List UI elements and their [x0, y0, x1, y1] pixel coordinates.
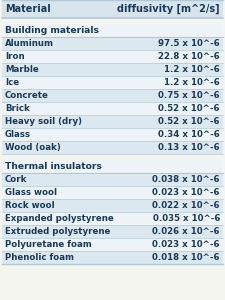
Bar [2, 199, 223, 212]
Text: Concrete: Concrete [5, 91, 49, 100]
Text: Cork: Cork [5, 175, 27, 184]
Bar [2, 212, 223, 225]
Text: Thermal insulators: Thermal insulators [5, 162, 102, 171]
Bar [2, 18, 223, 24]
Text: 0.022 x 10^-6: 0.022 x 10^-6 [153, 201, 220, 210]
Text: Building materials: Building materials [5, 26, 99, 35]
Text: 1.2 x 10^-6: 1.2 x 10^-6 [158, 78, 220, 87]
Text: 0.34 x 10^-6: 0.34 x 10^-6 [158, 130, 220, 139]
Text: 0.018 x 10^-6: 0.018 x 10^-6 [153, 253, 220, 262]
Text: 0.038 x 10^-6: 0.038 x 10^-6 [153, 175, 220, 184]
Text: 0.026 x 10^-6: 0.026 x 10^-6 [153, 227, 220, 236]
Bar [2, 186, 223, 199]
Bar [2, 63, 223, 76]
Text: Material: Material [5, 4, 51, 14]
Text: Extruded polystyrene: Extruded polystyrene [5, 227, 110, 236]
Text: Phenolic foam: Phenolic foam [5, 253, 74, 262]
Bar [2, 141, 223, 154]
Bar [2, 128, 223, 141]
Text: 97.5 x 10^-6: 97.5 x 10^-6 [158, 39, 220, 48]
Bar [2, 238, 223, 251]
Bar [2, 154, 223, 160]
Text: Glass: Glass [5, 130, 31, 139]
Text: Expanded polystyrene: Expanded polystyrene [5, 214, 114, 223]
Bar [2, 115, 223, 128]
Text: Marble: Marble [5, 65, 39, 74]
Text: 0.035 x 10^-6: 0.035 x 10^-6 [153, 214, 220, 223]
Bar [2, 0, 223, 18]
Text: 0.023 x 10^-6: 0.023 x 10^-6 [153, 240, 220, 249]
Text: Polyuretane foam: Polyuretane foam [5, 240, 92, 249]
Bar [2, 89, 223, 102]
Text: Brick: Brick [5, 104, 30, 113]
Bar [2, 102, 223, 115]
Text: Iron: Iron [5, 52, 25, 61]
Text: 0.023 x 10^-6: 0.023 x 10^-6 [153, 188, 220, 197]
Text: Heavy soil (dry): Heavy soil (dry) [5, 117, 82, 126]
Text: 0.13 x 10^-6: 0.13 x 10^-6 [158, 143, 220, 152]
Text: 0.75 x 10^-6: 0.75 x 10^-6 [158, 91, 220, 100]
Bar [2, 251, 223, 264]
Bar [2, 37, 223, 50]
Text: 22.8 x 10^-6: 22.8 x 10^-6 [158, 52, 220, 61]
Bar [2, 24, 223, 37]
Bar [2, 160, 223, 173]
Bar [2, 76, 223, 89]
Text: Glass wool: Glass wool [5, 188, 57, 197]
Text: Rock wool: Rock wool [5, 201, 55, 210]
Text: 1.2 x 10^-6: 1.2 x 10^-6 [158, 65, 220, 74]
Text: 0.52 x 10^-6: 0.52 x 10^-6 [158, 117, 220, 126]
Text: Ice: Ice [5, 78, 19, 87]
Text: Aluminum: Aluminum [5, 39, 54, 48]
Bar [2, 50, 223, 63]
Text: 0.52 x 10^-6: 0.52 x 10^-6 [158, 104, 220, 113]
Bar [2, 225, 223, 238]
Bar [2, 173, 223, 186]
Text: diffusivity [m^2/s]: diffusivity [m^2/s] [117, 4, 220, 14]
Text: Wood (oak): Wood (oak) [5, 143, 61, 152]
